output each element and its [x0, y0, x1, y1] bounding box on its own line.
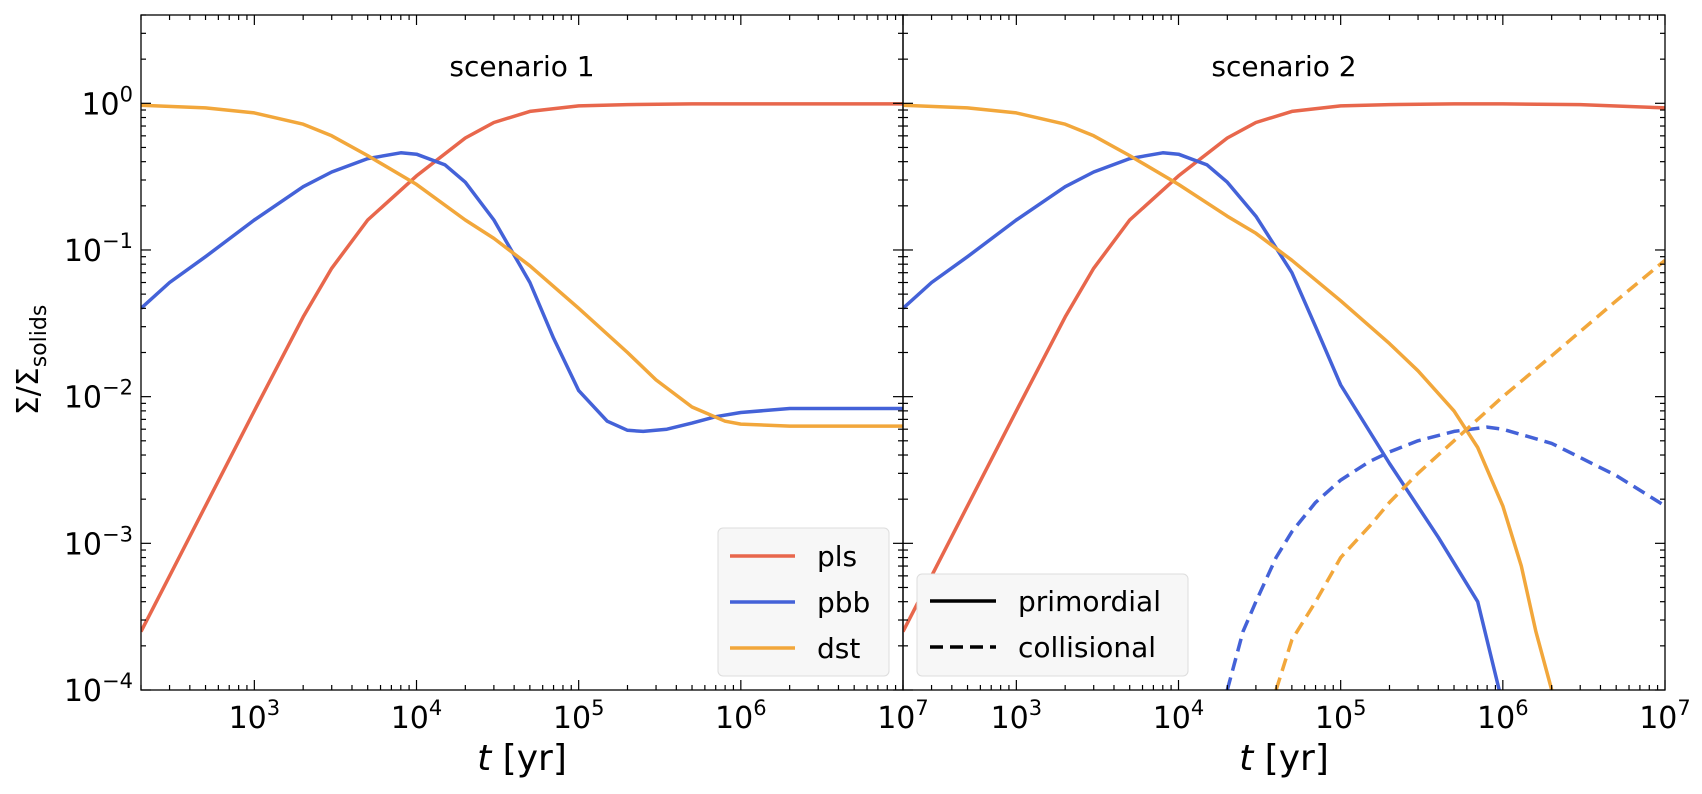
legend: primordial collisional [916, 573, 1189, 677]
y-axis-title-sub: solids [27, 305, 52, 368]
y-tick-label: 100 [81, 82, 133, 122]
legend-label-pbb: pbb [817, 586, 870, 619]
x-tick-label: 104 [1153, 696, 1205, 736]
series-line-pbb-solid [903, 151, 1501, 690]
series-line-pls-solid [141, 102, 903, 633]
x-tick-label: 105 [553, 696, 605, 736]
legend-label-pls: pls [817, 540, 857, 573]
panel-title: scenario 2 [1211, 50, 1356, 83]
series-line-pbb-dashed [1225, 425, 1665, 690]
panel-title: scenario 1 [449, 50, 594, 83]
x-tick-label: 104 [391, 696, 443, 736]
series-line-dst-solid [903, 103, 1554, 690]
panel-scenario-1: scenario 1 t [yr] 103 104 105 106 107 100 10−1… [64, 14, 929, 779]
y-tick-label: 10−4 [64, 669, 133, 709]
y-tick-label: 10−2 [64, 376, 133, 416]
x-tick-label: 103 [229, 696, 281, 736]
y-tick-label: 10−3 [64, 522, 133, 562]
plot-area [141, 102, 903, 633]
series-line-pls-solid [903, 102, 1665, 633]
y-tick-label: 10−1 [64, 229, 133, 269]
x-tick-label: 107 [877, 696, 929, 736]
y-axis-title-main: Σ/Σ [11, 367, 46, 415]
x-tick-label: 106 [1477, 696, 1529, 736]
series-line-pbb-solid [141, 151, 903, 434]
legend-label-dst: dst [817, 632, 860, 665]
x-tick-label: 103 [991, 696, 1043, 736]
legend-label-primordial: primordial [1018, 585, 1161, 618]
legend-label-collisional: collisional [1018, 631, 1156, 664]
plot-area [903, 102, 1665, 690]
x-tick-label: 107 [1639, 696, 1691, 736]
x-tick-label: 105 [1315, 696, 1367, 736]
series-line-dst-solid [141, 103, 903, 428]
y-axis-title: Σ/Σsolids [11, 305, 52, 416]
legend: pls pbb dst [717, 527, 890, 677]
legend-box [717, 527, 890, 677]
x-tick-label: 106 [715, 696, 767, 736]
x-axis-title: t [yr] [477, 738, 567, 779]
x-axis-title: t [yr] [1239, 738, 1329, 779]
series-line-dst-dashed [1274, 258, 1665, 690]
panel-scenario-2: scenario 2 t [yr] 103 104 105 106 107 primord… [902, 14, 1691, 779]
